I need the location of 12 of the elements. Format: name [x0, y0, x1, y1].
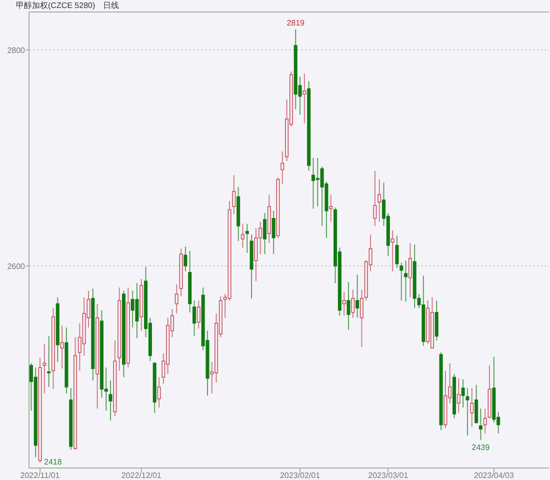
x-tick-label: 2023/02/01: [280, 471, 321, 480]
x-tick-label: 2022/11/01: [20, 471, 60, 480]
chart-title: 甲醇加权(CZCE 5280): [16, 1, 96, 10]
y-tick-label: 2600: [7, 262, 26, 271]
chart-subtitle: 日线: [103, 1, 120, 10]
annotation: 2819: [286, 18, 306, 28]
annotation: 2439: [472, 442, 490, 452]
annotation: 2418: [44, 458, 62, 467]
x-tick-label: 2023/03/01: [368, 471, 409, 480]
x-tick-label: 2022/12/01: [121, 471, 162, 480]
x-tick-label: 2023/04/03: [474, 471, 514, 480]
y-tick-label: 2800: [7, 46, 26, 55]
